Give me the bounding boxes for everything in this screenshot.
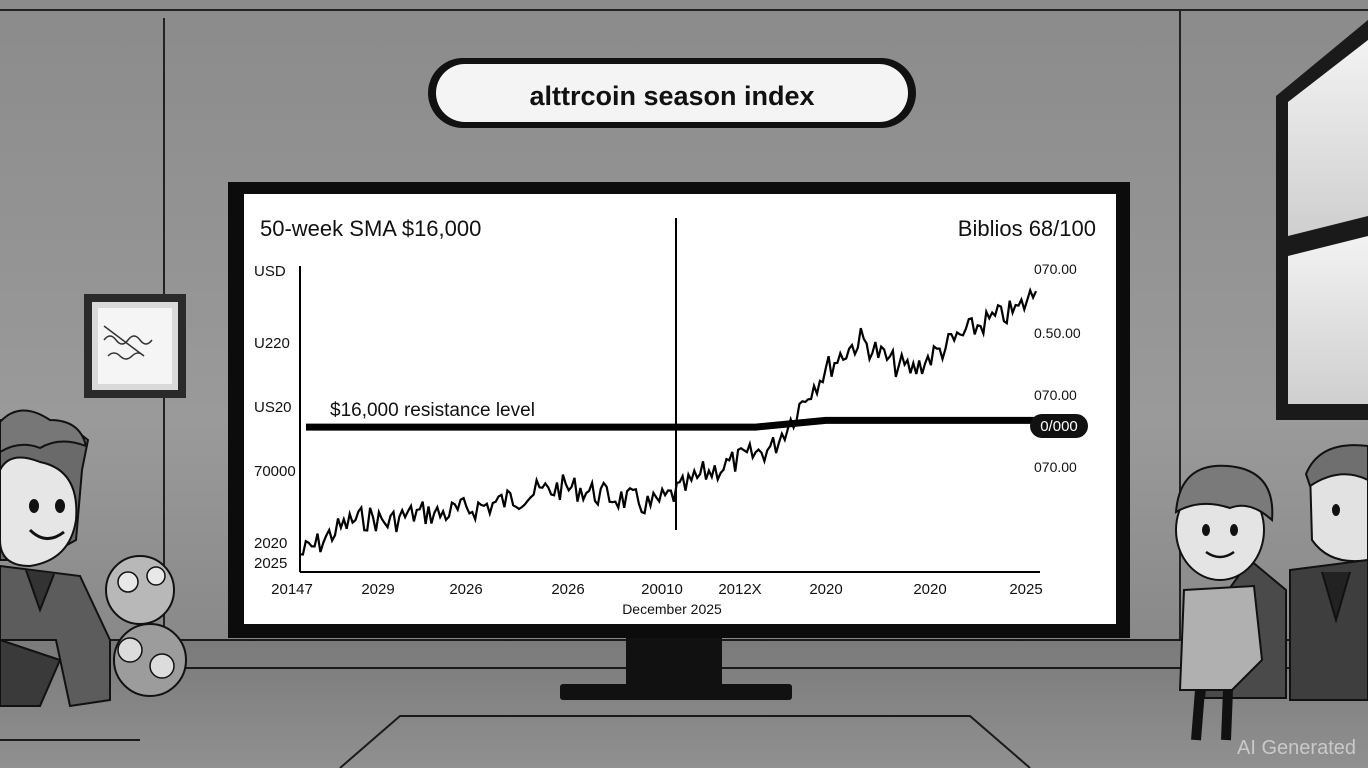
y-tick-left-5: 2025: [254, 555, 287, 572]
y-tick-left-1: U220: [254, 335, 290, 352]
y-tick-labels-left: USD U220 US20 70000 2020 2025: [254, 263, 296, 572]
window-right: [1276, 20, 1368, 420]
resistance-badge: 0/000: [1040, 418, 1078, 435]
x-tick-0: 20147: [271, 581, 313, 598]
y-tick-labels-right: 070.00 0.50.00 070.00 070.00: [1034, 261, 1081, 475]
wall-picture-frame: [84, 294, 186, 398]
price-series-line: [299, 286, 1038, 556]
y-tick-right-1: 0.50.00: [1034, 325, 1081, 341]
y-tick-left-4: 2020: [254, 535, 287, 552]
header-left-label: 50-week SMA $16,000: [260, 216, 481, 241]
cartoon-man-right: [1289, 444, 1368, 701]
monitor-screen: [244, 194, 1116, 624]
cartoon-boy-right: [1174, 464, 1287, 741]
y-tick-right-3: 070.00: [1034, 459, 1077, 475]
resistance-line-group: [306, 416, 1036, 431]
resistance-line: [306, 416, 1036, 431]
resistance-label: $16,000 resistance level: [330, 400, 535, 421]
resistance-badge-bg: [1030, 414, 1088, 438]
x-tick-6: 2020: [809, 581, 842, 598]
cartoon-creature: [105, 555, 187, 697]
x-axis-caption: December 2025: [622, 601, 722, 617]
cartoon-man-left: [0, 409, 111, 708]
y-tick-right-0: 070.00: [1034, 261, 1077, 277]
x-tick-4: 20010: [641, 581, 683, 598]
monitor-stand: [560, 634, 792, 700]
watermark: AI Generated: [1237, 737, 1356, 759]
y-tick-left-0: USD: [254, 263, 286, 280]
floor-lines: [0, 639, 1368, 768]
x-tick-7: 2020: [913, 581, 946, 598]
x-tick-labels: 20147 2029 2026 2026 20010 2012X 2020 20…: [271, 581, 1043, 598]
y-tick-left-2: US20: [254, 399, 292, 416]
chart-series-group: [299, 286, 1038, 556]
x-tick-5: 2012X: [718, 581, 761, 598]
x-tick-8: 2025: [1009, 581, 1042, 598]
monitor: [228, 182, 1130, 638]
y-tick-right-2: 070.00: [1034, 387, 1077, 403]
header-right-label: Biblios 68/100: [958, 216, 1096, 241]
x-tick-1: 2029: [361, 581, 394, 598]
chart-axes: [299, 218, 1040, 573]
banner-title: alttrcoin season index: [529, 81, 814, 111]
x-tick-2: 2026: [449, 581, 482, 598]
y-tick-left-3: 70000: [254, 463, 296, 480]
x-tick-3: 2026: [551, 581, 584, 598]
index-banner: [428, 58, 916, 128]
